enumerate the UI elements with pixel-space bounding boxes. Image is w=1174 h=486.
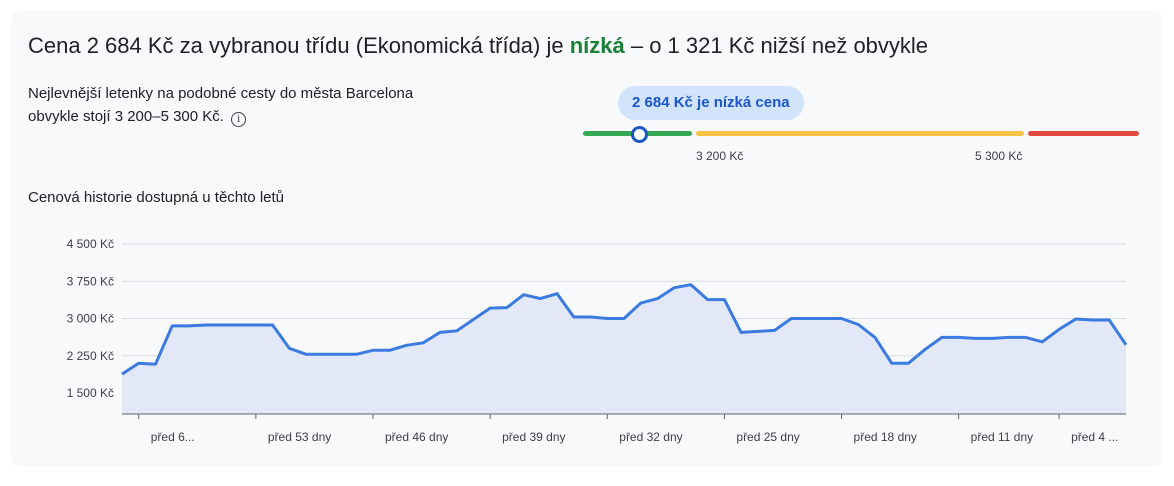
x-tick-label: před 4 ... <box>1071 430 1118 444</box>
current-price-bubble: 2 684 Kč je nízká cena <box>618 86 804 120</box>
low-threshold-label: 3 200 Kč <box>696 149 744 163</box>
price-level-label: nízká <box>569 33 625 58</box>
y-tick-label: 3 000 Kč <box>67 312 114 326</box>
x-tick-label: před 32 dny <box>619 430 682 444</box>
price-headline: Cena 2 684 Kč za vybranou třídu (Ekonomi… <box>28 33 929 58</box>
y-tick-label: 2 250 Kč <box>67 349 114 363</box>
x-tick-label: před 46 dny <box>385 430 448 444</box>
chart-title: Cenová historie dostupná u těchto letů <box>28 189 285 206</box>
x-tick-label: před 11 dny <box>971 430 1034 444</box>
y-tick-label: 1 500 Kč <box>67 386 114 400</box>
y-tick-label: 4 500 Kč <box>67 237 114 251</box>
x-tick-label: před 18 dny <box>854 430 917 444</box>
current-price-marker <box>631 126 648 143</box>
typical-price-segment <box>696 131 1024 136</box>
x-tick-label: před 25 dny <box>736 430 799 444</box>
info-icon[interactable]: i <box>231 112 247 127</box>
x-tick-label: před 53 dny <box>268 430 331 444</box>
high-price-segment <box>1028 131 1139 136</box>
x-tick-label: před 6... <box>151 430 195 444</box>
x-tick-label: před 39 dny <box>502 430 565 444</box>
typical-price-description: Nejlevnější letenky na podobné cesty do … <box>28 85 414 127</box>
price-area-fill <box>122 284 1126 414</box>
y-tick-label: 3 750 Kč <box>67 274 114 288</box>
high-threshold-label: 5 300 Kč <box>975 149 1023 163</box>
price-series-line <box>121 283 1128 376</box>
